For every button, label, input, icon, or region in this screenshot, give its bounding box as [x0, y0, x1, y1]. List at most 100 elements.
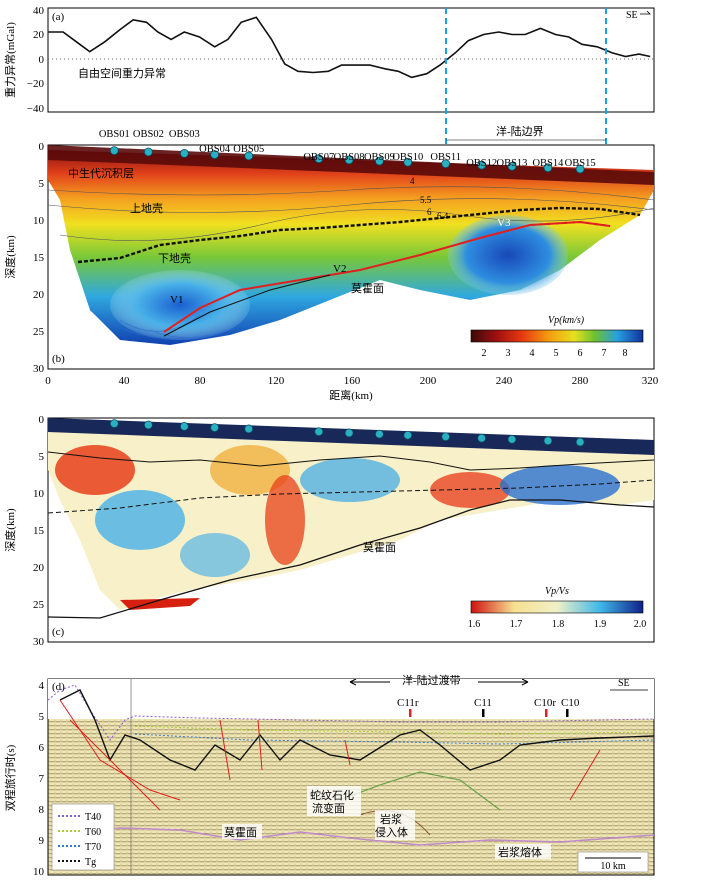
- xtick-label: 0: [45, 375, 51, 387]
- layer-upper-crust-label: 上地壳: [130, 201, 163, 215]
- obs-station-label: OBS01: [99, 129, 130, 140]
- obs-station-label: OBS15: [565, 158, 596, 169]
- marker-c10-tick: [566, 709, 569, 717]
- serpentinization-line: [339, 771, 501, 811]
- colorbar-tick: 2.0: [634, 619, 647, 630]
- obs-stations: [109, 146, 585, 174]
- layer-lower-crust-label: 下地壳: [158, 251, 191, 265]
- ytick-label: 30: [33, 636, 45, 648]
- vpvs-anomaly: [95, 490, 185, 550]
- ytick-label: 5: [39, 178, 45, 190]
- ytick-label: 25: [33, 599, 45, 611]
- obs-station-marker: [477, 160, 487, 170]
- ytick-label: 40: [33, 5, 45, 17]
- contour-line: [48, 198, 654, 213]
- obs-station-marker: [575, 437, 585, 447]
- scale-bar: 10 km: [577, 851, 649, 873]
- annotation-bg: [222, 824, 262, 839]
- colorbar-tick: 1.9: [594, 619, 607, 630]
- panel-b-yticks: 0 5 10 15 20 25 30: [33, 141, 45, 375]
- ytick-label: 10: [33, 215, 45, 227]
- raypath-arcs: [89, 309, 251, 340]
- colorbar-tick: 4: [530, 348, 535, 359]
- obs-station-marker: [143, 420, 153, 430]
- obs-station-marker: [210, 150, 220, 160]
- annotation-bg: [375, 810, 415, 840]
- xtick-label: 120: [268, 375, 285, 387]
- xtick-label: 160: [344, 375, 361, 387]
- colorbar-tick: 3: [506, 348, 511, 359]
- fault-line: [569, 749, 601, 801]
- obs-station-marker: [403, 157, 413, 167]
- ytick-label: 4: [39, 680, 45, 692]
- ytick-label: 20: [33, 289, 45, 301]
- v1-label: V1: [170, 294, 183, 306]
- xtick-label: 280: [572, 375, 589, 387]
- ytick-label: 25: [33, 326, 45, 338]
- right-arrow-icon: [478, 678, 529, 686]
- xtick-label: 240: [496, 375, 513, 387]
- obs-station-marker: [344, 428, 354, 438]
- vpvs-anomaly: [55, 445, 135, 495]
- annotation-moho-d: 莫霍面: [224, 826, 257, 839]
- obs-station-marker: [244, 151, 254, 161]
- marker-c10r-tick: [545, 709, 548, 717]
- annotation-magma-melt: 岩浆熔体: [498, 845, 542, 859]
- marker-c11-tick: [482, 709, 485, 717]
- layer-sediment-label: 中生代沉积层: [68, 166, 134, 180]
- obs-station-label: OBS10: [392, 152, 423, 163]
- colorbar-tick: 5: [554, 348, 559, 359]
- obs-station-label: OBS08: [334, 152, 365, 163]
- obs-station-marker: [109, 419, 119, 429]
- section-gap: [130, 679, 132, 875]
- xtick-label: 40: [119, 375, 131, 387]
- obs-station-marker: [441, 432, 451, 442]
- obs-station-label: OBS04: [199, 144, 231, 155]
- seismic-water: [48, 679, 654, 719]
- horizon-t40: [48, 684, 654, 741]
- ytick-label: 5: [39, 711, 45, 723]
- marker-c10r: C10r: [534, 697, 556, 709]
- ytick-label: 9: [39, 835, 45, 847]
- transition-zone-label: 洋-陆过渡带: [402, 673, 461, 687]
- v3-label: V3: [497, 217, 511, 229]
- obs-station-marker: [375, 429, 384, 439]
- panel-d-yticks: 4 5 6 7 8 9 10: [33, 680, 45, 878]
- conrad-line-c: [48, 479, 654, 514]
- panel-a-yticks: 40 20 0 −20 −40: [27, 5, 45, 115]
- ytick-label: 15: [33, 525, 45, 537]
- marker-c10: C10: [561, 697, 580, 709]
- marker-c11r: C11r: [397, 697, 419, 709]
- vpvs-colorbar-title: Vp/Vs: [545, 586, 569, 597]
- vpvs-anomaly: [300, 458, 400, 502]
- vp-colorbar: [470, 329, 644, 343]
- annotation-intrusion: 侵入体: [375, 825, 408, 839]
- contour-label: 4: [410, 176, 415, 186]
- legend-t40: T40: [85, 812, 101, 823]
- panel-c-label: (c): [52, 626, 65, 638]
- xtick-label: 200: [420, 375, 437, 387]
- obs-station-marker: [575, 164, 585, 174]
- panel-a-label: (a): [52, 11, 65, 23]
- vp-colorbar-title: Vp(km/s): [548, 315, 585, 326]
- magnetic-anomaly-markers: C11r C11 C10r C10: [397, 697, 580, 717]
- ytick-label: 0: [39, 141, 45, 153]
- legend-box: [51, 803, 115, 871]
- fault-line: [69, 719, 161, 811]
- fault-line: [257, 719, 263, 771]
- vpvs-anomaly: [180, 533, 250, 577]
- obs-station-marker: [507, 161, 517, 171]
- basement-line: [48, 451, 654, 471]
- obs-station-marker: [403, 430, 413, 440]
- annotation-magma: 岩浆: [380, 812, 402, 826]
- contour-line: [48, 186, 654, 201]
- panel-d-annotations: 蛇纹石化 流变面 岩浆 侵入体 岩浆熔体 莫霍面: [222, 786, 551, 859]
- v3-body: [448, 215, 568, 295]
- panel-c-ylabel: 深度(km): [3, 508, 17, 552]
- upper-lower-crust-boundary: [77, 206, 641, 264]
- obs-station-marker: [344, 155, 354, 165]
- vpvs-red-base: [120, 598, 200, 610]
- panel-b-label: (b): [52, 353, 65, 365]
- moho-line-c: [48, 499, 654, 619]
